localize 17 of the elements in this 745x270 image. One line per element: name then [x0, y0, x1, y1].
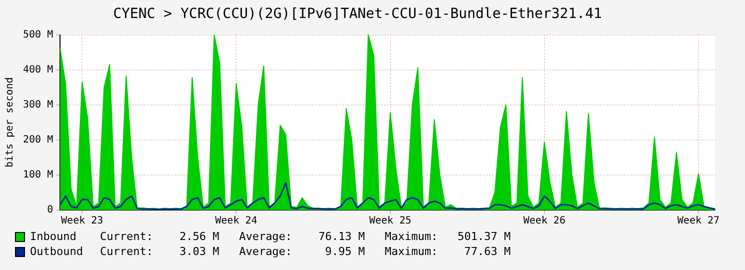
- legend-label: Outbound: [30, 244, 83, 258]
- y-tick-label: 300 M: [22, 99, 54, 110]
- y-tick-label: 0: [47, 204, 54, 216]
- y-tick-label: 500 M: [22, 29, 54, 40]
- text: Current: 2.56 M Average: 76.13 M Maximum: 501.37 M: [100, 230, 511, 243]
- text: Current: 3.03 M Average: 9.95 M Maximum: 77.63 M: [100, 244, 511, 258]
- x-tick-label: Week 23: [61, 216, 104, 227]
- chart-title: CYENC > YCRC(CCU)(2G)[IPv6]TANet-CCU-01-Bundle-Ether321.41: [113, 6, 602, 22]
- legend-label: Inbound: [30, 230, 76, 243]
- x-tick-label: Week 25: [369, 216, 412, 227]
- y-axis-title: bits per second: [4, 77, 16, 168]
- x-tick-label: Week 27: [677, 216, 720, 227]
- y-tick-label: 400 M: [22, 64, 54, 76]
- y-tick-label: 200 M: [22, 134, 54, 146]
- x-tick-label: Week 26: [523, 216, 566, 227]
- y-tick-label: 100 M: [22, 170, 54, 181]
- x-tick-label: Week 24: [215, 216, 258, 227]
